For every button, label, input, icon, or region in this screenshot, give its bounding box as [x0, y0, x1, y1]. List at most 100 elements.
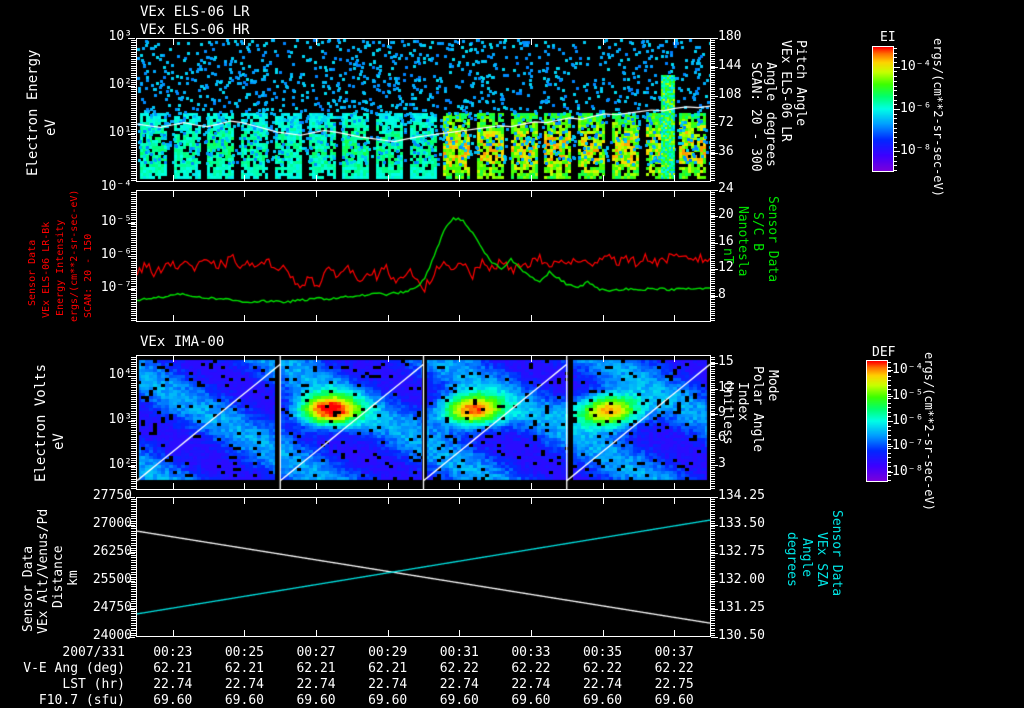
axis-tick	[131, 283, 136, 285]
axis-tick	[711, 119, 715, 121]
axis-tick	[894, 66, 897, 68]
axis-tick	[711, 51, 715, 53]
axis-tick	[711, 420, 715, 422]
axis-tick	[131, 297, 136, 299]
axis-tick	[711, 485, 715, 487]
axis-tick	[711, 378, 715, 380]
axis-tick	[316, 483, 318, 489]
footer-time-1: 00:25	[224, 645, 264, 660]
axis-tick	[711, 371, 715, 373]
axis-tick	[131, 471, 136, 473]
panel4-right-label-sensor: Sensor Data	[829, 510, 844, 597]
axis-tick	[131, 528, 136, 530]
axis-tick	[711, 388, 718, 390]
axis-tick	[674, 175, 676, 181]
axis-tick	[711, 530, 715, 532]
axis-tick	[602, 175, 604, 181]
def-colorbar	[866, 360, 888, 482]
axis-tick	[711, 142, 715, 144]
axis-tick	[131, 58, 136, 60]
footer-ve-angle-7: 62.22	[654, 661, 694, 676]
footer-time-0: 00:23	[153, 645, 193, 660]
axis-tick	[131, 445, 136, 447]
axis-tick	[131, 294, 136, 296]
footer-ve-angle-0: 62.21	[153, 661, 193, 676]
axis-tick	[131, 103, 136, 104]
axis-tick	[711, 438, 715, 440]
axis-tick	[711, 471, 715, 473]
axis-tick	[711, 394, 715, 396]
axis-tick	[131, 228, 136, 230]
axis-tick	[131, 581, 136, 583]
axis-tick	[131, 357, 136, 358]
axis-tick	[244, 315, 246, 321]
axis-tick	[711, 308, 715, 310]
axis-tick	[131, 267, 136, 269]
axis-tick	[711, 537, 715, 539]
axis-tick	[131, 584, 136, 585]
axis-tick	[711, 637, 718, 638]
axis-tick	[172, 191, 174, 197]
axis-tick	[131, 142, 136, 144]
axis-tick	[131, 110, 136, 111]
axis-tick	[711, 208, 715, 209]
axis-tick	[131, 170, 136, 172]
panel1-ytick-right-1: 144	[718, 57, 742, 73]
axis-tick	[711, 192, 715, 193]
panel4-left-label-sensor: Sensor Data	[21, 545, 36, 632]
axis-tick	[894, 48, 897, 49]
axis-tick	[131, 149, 136, 151]
axis-tick	[711, 375, 715, 377]
axis-tick	[894, 160, 897, 162]
axis-tick	[711, 285, 715, 287]
axis-tick	[711, 224, 715, 225]
axis-tick	[131, 401, 136, 403]
panel-ima-spectrogram	[136, 355, 711, 490]
axis-tick	[131, 516, 136, 517]
axis-tick	[894, 113, 897, 115]
axis-tick	[131, 230, 136, 232]
panel3-left-axis-label: Electron Volts	[33, 363, 49, 482]
panel1-ytick-left-2: 10¹	[108, 125, 132, 140]
axis-tick	[711, 175, 715, 177]
axis-tick	[888, 402, 891, 404]
footer-label-ve-angle: V-E Ang (deg)	[23, 661, 125, 676]
axis-tick	[131, 540, 136, 542]
axis-tick	[711, 632, 715, 634]
axis-tick	[711, 523, 715, 525]
axis-tick	[131, 84, 136, 86]
axis-tick	[131, 310, 136, 312]
axis-tick	[459, 315, 461, 321]
axis-tick	[131, 210, 136, 212]
axis-tick	[711, 373, 715, 375]
axis-tick	[459, 483, 461, 489]
axis-tick	[894, 80, 897, 82]
axis-tick	[711, 235, 715, 237]
panel3-ytick-left-2: 10²	[108, 457, 132, 473]
axis-tick	[530, 498, 532, 504]
axis-tick	[172, 630, 174, 636]
axis-tick	[711, 194, 715, 196]
axis-tick	[131, 438, 136, 440]
panel2-right-label-scb: S/C B	[750, 212, 765, 252]
axis-tick	[711, 283, 715, 285]
axis-tick	[711, 72, 715, 74]
axis-tick	[894, 71, 897, 73]
axis-tick	[674, 630, 676, 636]
axis-tick	[711, 508, 715, 510]
axis-tick	[131, 262, 136, 264]
axis-tick	[711, 564, 715, 566]
axis-tick	[711, 540, 715, 542]
axis-tick	[128, 609, 135, 610]
axis-tick	[711, 627, 715, 629]
axis-tick	[131, 368, 136, 370]
axis-tick	[711, 625, 715, 627]
axis-tick	[711, 516, 715, 517]
axis-tick	[888, 416, 891, 418]
axis-tick	[131, 601, 136, 602]
axis-tick	[674, 483, 676, 489]
axis-tick	[894, 57, 897, 59]
axis-tick	[131, 455, 136, 457]
axis-tick	[711, 320, 715, 321]
axis-tick	[888, 380, 891, 382]
